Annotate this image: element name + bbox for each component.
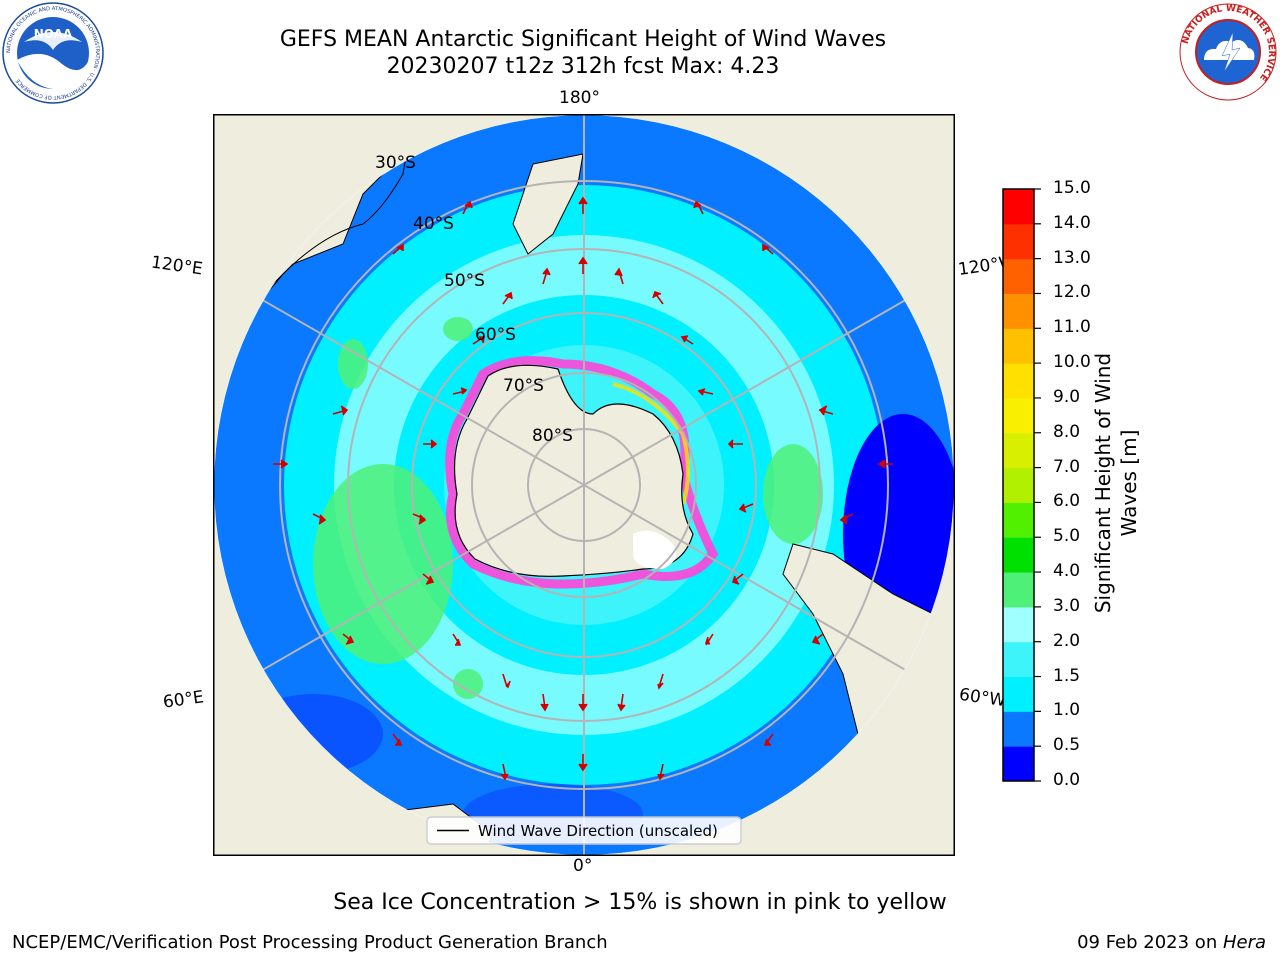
sea-ice-note: Sea Ice Concentration > 15% is shown in … [333, 890, 947, 915]
legend-label: Wind Wave Direction (unscaled) [478, 822, 718, 840]
chart-subtitle: 20230207 t12z 312h fcst Max: 4.23 [386, 54, 780, 79]
colorbar-segment [1003, 432, 1034, 469]
colorbar-tick-label: 12.0 [1053, 282, 1091, 303]
lon-label-180: 180° [559, 88, 600, 108]
chart-title: GEFS MEAN Antarctic Significant Height o… [279, 27, 887, 52]
colorbar [1002, 188, 1041, 782]
colorbar-segment [1003, 746, 1034, 782]
colorbar-tick-label: 14.0 [1053, 212, 1091, 233]
colorbar-segment [1003, 676, 1034, 712]
lat-label-50s: 50°S [444, 271, 485, 291]
lat-label-40s: 40°S [413, 214, 454, 234]
nws-logo: NATIONAL WEATHER SERVICE [1179, 3, 1277, 101]
lat-label-80s: 80°S [532, 426, 573, 446]
map-frame [213, 114, 955, 856]
colorbar-segment [1003, 363, 1034, 399]
colorbar-tick-label: 1.0 [1053, 700, 1081, 721]
wave-arrows [273, 196, 893, 781]
polar-map: 30°S 40°S 50°S 60°S 70°S 80°S Wind Wave … [213, 114, 955, 856]
colorbar-segment [1003, 502, 1034, 538]
lon-label-60e: 60°E [161, 687, 206, 713]
colorbar-tick-label: 0.5 [1053, 735, 1081, 756]
colorbar-tick-label: 10.0 [1053, 352, 1091, 373]
date-footer: 09 Feb 2023 on Hera [1077, 932, 1266, 953]
lat-label-60s: 60°S [475, 325, 516, 345]
colorbar-tick-label: 4.0 [1053, 561, 1081, 582]
lon-label-0: 0° [573, 856, 593, 876]
noaa-logo-text: NOAA [34, 27, 73, 41]
colorbar-tick-label: 7.0 [1053, 456, 1081, 477]
map-legend: Wind Wave Direction (unscaled) [426, 816, 742, 845]
colorbar-tick-label: 15.0 [1053, 178, 1091, 198]
noaa-logo: NOAA NATIONAL OCEANIC AND ATMOSPHERIC AD… [2, 2, 104, 104]
colorbar-segment [1003, 467, 1034, 503]
date-host: Hera [1222, 932, 1266, 953]
colorbar-tick-label: 1.5 [1053, 665, 1081, 686]
colorbar-tick-label: 5.0 [1053, 526, 1081, 547]
colorbar-tick-label: 3.0 [1053, 595, 1081, 616]
colorbar-segment [1003, 258, 1034, 294]
colorbar-segment [1003, 223, 1034, 260]
colorbar-tick-label: 2.0 [1053, 630, 1081, 651]
colorbar-tick-label: 8.0 [1053, 421, 1081, 442]
lon-label-120e: 120°E [149, 252, 204, 280]
colorbar-label: Significant Height of Wind Waves [m] [1091, 352, 1141, 614]
colorbar-segment [1003, 328, 1034, 364]
colorbar-segment [1003, 572, 1034, 608]
ocean-field [214, 115, 954, 855]
colorbar-segment [1003, 397, 1034, 434]
colorbar-tick-label: 11.0 [1053, 317, 1091, 338]
graticule [214, 115, 954, 855]
colorbar-segment [1003, 711, 1034, 747]
colorbar-tick-label: 13.0 [1053, 247, 1091, 268]
lat-label-70s: 70°S [503, 376, 544, 396]
colorbar-tick-label: 9.0 [1053, 386, 1081, 407]
colorbar-tick-label: 0.0 [1053, 770, 1081, 790]
colorbar-segment [1003, 293, 1034, 329]
colorbar-segment [1003, 606, 1034, 643]
colorbar-tick-label: 6.0 [1053, 491, 1081, 512]
colorbar-segment [1003, 537, 1034, 573]
colorbar-segment [1003, 189, 1034, 225]
branch-footer: NCEP/EMC/Verification Post Processing Pr… [12, 932, 608, 953]
lat-label-30s: 30°S [375, 153, 416, 173]
colorbar-segment [1003, 641, 1034, 678]
date-prefix: 09 Feb 2023 on [1077, 932, 1223, 953]
